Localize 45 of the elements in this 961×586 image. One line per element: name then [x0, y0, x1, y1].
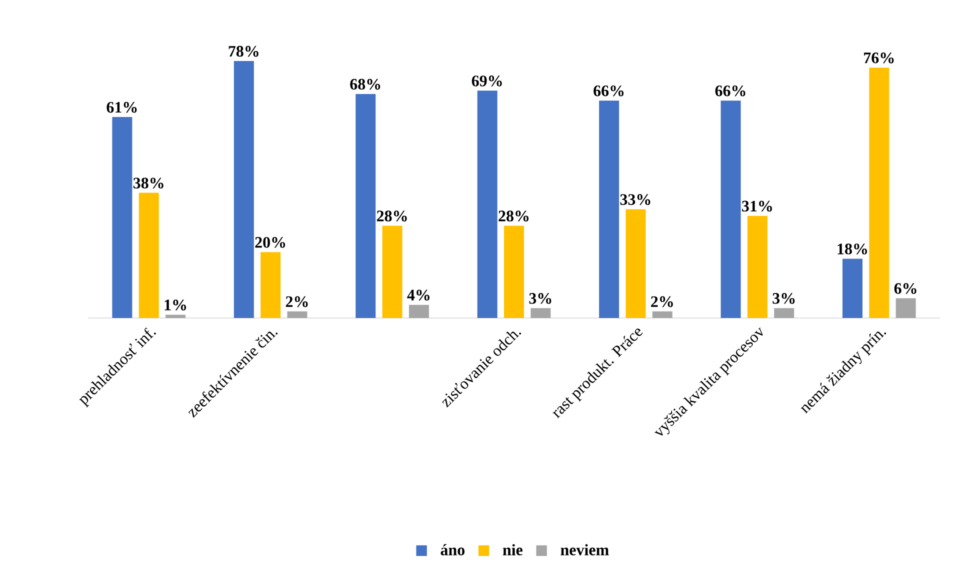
data-label: 78%: [228, 46, 258, 57]
bar: [382, 226, 402, 318]
data-label: 66%: [715, 85, 746, 96]
data-label: 28%: [498, 210, 528, 222]
bar: [652, 311, 672, 318]
data-label: 18%: [838, 244, 867, 254]
bar: [356, 94, 376, 318]
data-label: 66%: [594, 85, 624, 96]
bar: [260, 252, 281, 318]
bar: [166, 314, 186, 318]
legend-label: neviem: [560, 544, 609, 556]
data-label: 1%: [164, 300, 186, 310]
bar: [626, 209, 646, 318]
bar: [477, 90, 498, 318]
data-label: 68%: [350, 78, 380, 90]
bar: [287, 311, 308, 318]
data-label: 69%: [472, 76, 502, 86]
bar: [504, 226, 524, 318]
bar: [112, 117, 132, 318]
legend-label: nie: [502, 544, 522, 556]
data-label: 76%: [864, 52, 894, 64]
data-label: 3%: [772, 292, 795, 304]
legend-label: áno: [440, 544, 465, 556]
bar: [530, 308, 551, 318]
bar: [747, 216, 768, 318]
data-label: 4%: [407, 290, 430, 301]
bar: [869, 68, 890, 318]
bar: [720, 100, 741, 318]
bar: [234, 61, 254, 318]
bar: [896, 298, 916, 318]
data-label: 31%: [742, 200, 772, 212]
bar: [842, 258, 862, 318]
data-label: 38%: [133, 178, 164, 189]
bar: [408, 304, 429, 318]
data-label: 2%: [651, 296, 673, 308]
data-label: 20%: [255, 236, 286, 248]
bar: [774, 308, 794, 318]
bar: [599, 100, 620, 318]
data-label: 28%: [376, 210, 407, 222]
data-label: 6%: [894, 283, 916, 294]
data-label: 3%: [529, 292, 552, 304]
data-label: 61%: [106, 102, 137, 113]
bar: [138, 192, 159, 318]
data-label: 2%: [286, 296, 308, 308]
data-label: 33%: [620, 194, 650, 206]
